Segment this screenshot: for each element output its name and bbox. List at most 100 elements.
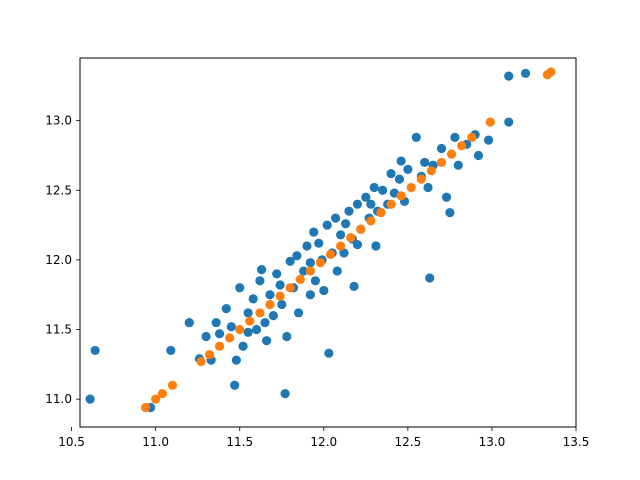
series-2-point-2 [151,394,161,404]
series-1-point-50 [349,281,359,291]
series-1-point-85 [243,327,253,337]
x-tick-label: 11.5 [226,435,253,449]
series-1-point-47 [339,248,349,258]
series-1-point-51 [352,199,363,209]
series-1-point-25 [272,269,282,279]
series-2-point-16 [305,266,315,276]
y-tick-label: 11.5 [45,323,72,337]
series-1-point-88 [262,336,272,346]
series-2-point-9 [235,324,245,335]
series-1-point-9 [211,317,221,328]
x-tick-label: 13.5 [563,435,590,449]
series-1-point-20 [255,276,265,286]
x-tick-label: 10.5 [58,435,85,449]
series-2-point-25 [396,191,406,201]
y-tick-label: 12.5 [45,183,72,197]
series-2-point-26 [406,182,416,193]
series-1-point-19 [251,324,262,335]
series-2-point-6 [204,349,215,360]
series-2-point-35 [546,67,556,77]
series-1-point-15 [235,283,245,293]
series-1-point-4 [166,345,176,356]
series-1-point-14 [231,355,241,365]
series-1-point-26 [277,299,287,310]
series-2-point-11 [255,308,265,318]
series-2-point-17 [315,258,326,268]
series-1-point-84 [275,280,285,290]
y-tick-label: 12.0 [45,253,72,267]
x-tick-label: 13.0 [479,435,506,449]
series-1-point-89 [341,219,351,229]
series-2-point-3 [157,388,167,399]
series-1-point-17 [243,308,253,318]
series-1-point-72 [450,132,460,142]
series-1-point-44 [330,213,341,223]
series-1-point-78 [504,117,514,127]
series-1-point-67 [425,273,435,283]
series-1-point-24 [268,311,278,321]
series-1-point-87 [423,182,433,193]
series-2-point-33 [485,117,495,127]
series-2-point-29 [436,157,447,168]
series-2-point-20 [346,233,356,243]
series-1-point-46 [336,230,346,240]
series-1-point-12 [226,322,236,332]
series-1-point-33 [299,266,309,276]
series-1-point-42 [324,348,334,358]
series-2 [140,67,556,413]
series-2-point-13 [275,291,285,301]
series-1-point-59 [386,168,396,179]
series-1-point-55 [369,182,379,193]
x-tick-label: 12.0 [310,435,337,449]
series-1-point-53 [361,192,371,202]
series-1-point-13 [230,380,240,390]
series-1-point-86 [396,156,406,166]
y-tick-label: 11.0 [45,392,72,406]
series-1-point-76 [473,150,484,161]
plot-area-frame [79,57,577,428]
series-1-point-48 [344,206,354,216]
series-1-point-36 [309,227,319,237]
points-layer [85,67,556,413]
y-axis: 11.0 11.5 12.0 12.5 13.0 [45,114,80,406]
series-1-point-7 [201,331,211,342]
series-2-point-30 [446,149,457,159]
series-2-point-7 [214,341,225,351]
series-1-point-70 [441,192,452,202]
series-1-point-5 [184,317,194,328]
series-2-point-19 [336,241,346,251]
x-tick-label: 11.0 [142,435,169,449]
series-1-point-90 [352,239,363,250]
series-1-point-31 [292,251,302,261]
series-1-point-35 [305,290,315,300]
series-2-point-21 [356,224,366,234]
series-2-point-28 [426,166,436,176]
series-1-point-34 [302,241,312,251]
series-1-point-41 [322,220,332,230]
series-1-point-64 [411,132,421,142]
y-tick-label: 13.0 [45,114,72,128]
series-1-point-1 [85,394,95,404]
x-axis: 10.5 11.0 11.5 12.0 12.5 13.0 13.5 [58,427,589,449]
series-1-point-32 [293,308,304,318]
series-1-point-38 [314,238,324,248]
series-1-point-57 [378,185,388,195]
series-1-point-37 [310,276,320,286]
series-1-point-82 [366,199,376,209]
series-1-point-29 [285,256,295,266]
series-1-point-79 [504,71,514,81]
series-1-point-22 [260,317,270,328]
series-2-point-27 [416,174,426,184]
x-tick-label: 12.5 [395,435,422,449]
series-1-point-23 [265,290,275,300]
series-1-point-40 [319,285,329,296]
series-1-point-16 [238,341,248,351]
series-2-point-5 [196,356,206,367]
series-1-point-71 [445,207,455,218]
series-2-point-22 [366,216,376,226]
series-2-point-32 [467,132,477,142]
series-1-point-63 [403,164,413,174]
series-1-point-73 [453,160,463,170]
series-1-point-77 [483,135,494,145]
